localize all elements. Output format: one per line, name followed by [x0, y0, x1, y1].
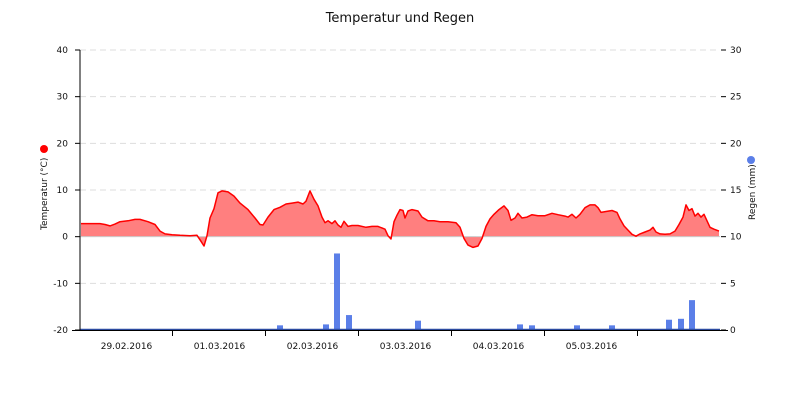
- right-tick-label: 10: [730, 233, 742, 243]
- right-tick-label: 30: [730, 46, 742, 56]
- left-tick-label: 10: [57, 186, 69, 196]
- right-axis-title: Regen (mm): [748, 164, 758, 220]
- right-axis-title-group: Regen (mm): [747, 156, 758, 220]
- temperature-legend-marker: [40, 145, 48, 153]
- rain-bar[interactable]: [277, 325, 283, 330]
- x-tick-label: 05.03.2016: [566, 342, 618, 352]
- x-tick-label: 04.03.2016: [473, 342, 525, 352]
- left-axis-ticks: 40 30 20 10 0 -10 -20: [53, 46, 80, 336]
- right-axis-ticks: 30 25 20 15 10 5 0: [721, 46, 742, 336]
- x-axis-ticks: 29.02.2016 01.03.2016 02.03.2016 03.03.2016…: [101, 330, 638, 352]
- left-axis-title: Temperatur (°C): [40, 158, 50, 231]
- rain-bar[interactable]: [529, 325, 535, 330]
- x-tick-label: 02.03.2016: [287, 342, 339, 352]
- rain-bars: [80, 253, 720, 331]
- x-tick-label: 01.03.2016: [194, 342, 246, 352]
- rain-bar[interactable]: [346, 315, 352, 330]
- left-tick-label: 40: [57, 46, 69, 56]
- left-tick-label: -10: [53, 279, 68, 289]
- rain-legend-marker: [747, 156, 755, 164]
- right-tick-label: 15: [730, 186, 741, 196]
- left-tick-label: 30: [57, 93, 69, 103]
- right-tick-label: 20: [730, 139, 742, 149]
- left-tick-label: 20: [57, 139, 69, 149]
- x-tick-label: 03.03.2016: [380, 342, 432, 352]
- temperature-area: [80, 190, 720, 249]
- gridlines: [80, 49, 720, 284]
- rain-bar[interactable]: [666, 319, 672, 330]
- right-tick-label: 5: [730, 279, 736, 289]
- rain-bar[interactable]: [689, 300, 695, 330]
- rain-bar[interactable]: [323, 324, 329, 330]
- rain-bar[interactable]: [334, 253, 340, 330]
- rain-bar[interactable]: [415, 320, 421, 330]
- temperature-fill: [81, 190, 719, 248]
- left-tick-label: 0: [62, 233, 68, 243]
- chart-title: Temperatur und Regen: [325, 11, 475, 26]
- left-axis-title-group: Temperatur (°C): [40, 145, 50, 231]
- rain-bar[interactable]: [678, 318, 684, 330]
- right-tick-label: 0: [730, 326, 736, 336]
- rain-bar[interactable]: [517, 324, 523, 330]
- left-tick-label: -20: [53, 326, 68, 336]
- rain-bar[interactable]: [609, 325, 615, 330]
- temperature-line: [81, 190, 720, 249]
- x-tick-label: 29.02.2016: [101, 342, 153, 352]
- right-tick-label: 25: [730, 93, 741, 103]
- rain-bar[interactable]: [574, 325, 580, 330]
